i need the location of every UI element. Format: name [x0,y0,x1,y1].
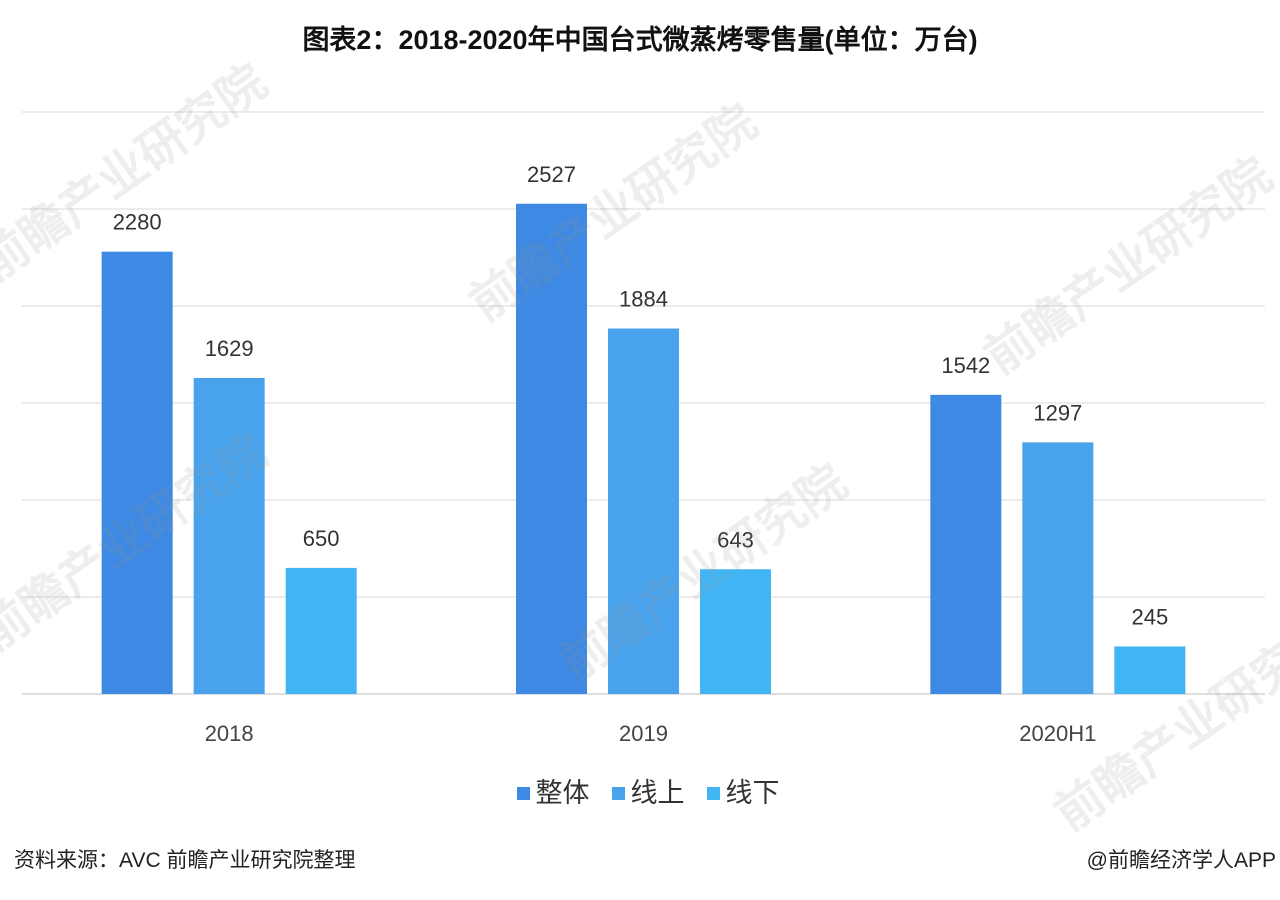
legend-item-offline: 线下 [706,776,780,810]
legend-swatch [611,786,625,800]
data-label: 2280 [113,210,162,235]
bar [193,377,265,694]
bar [1022,442,1094,694]
data-label: 1297 [1033,400,1082,425]
legend-swatch [516,786,530,800]
legend-item-online: 线上 [611,776,685,810]
legend-label: 线下 [725,778,780,808]
data-label: 245 [1131,604,1168,629]
bar [285,567,357,694]
data-label: 1542 [941,353,990,378]
legend-item-overall: 整体 [516,776,590,810]
legend-label: 线上 [630,778,685,808]
bar-group: 2527 1884 643 [516,162,771,694]
bar-group: 1542 1297 245 [930,353,1186,694]
data-label: 2527 [527,162,576,187]
data-label: 650 [303,526,340,551]
category-label: 2018 [205,721,254,746]
bar-group: 2280 1629 650 [101,210,357,694]
category-label: 2019 [619,721,668,746]
bar [608,328,679,694]
source-note: 资料来源：AVC 前瞻产业研究院整理 [14,849,356,872]
bar [1114,646,1186,694]
legend: 整体 线上 线下 [0,776,1280,810]
legend-swatch [706,786,720,800]
data-label: 643 [717,527,754,552]
credit-note: @前瞻经济学人APP [1086,849,1276,872]
category-label: 2020H1 [1019,721,1096,746]
bar [516,203,587,694]
data-label: 1629 [205,336,254,361]
legend-label: 整体 [535,778,590,808]
bar [700,569,771,694]
data-label: 1884 [619,287,668,312]
chart-title: 图表2：2018-2020年中国台式微蒸烤零售量(单位：万台) [302,25,978,55]
bar [930,394,1002,694]
bar [101,251,173,694]
